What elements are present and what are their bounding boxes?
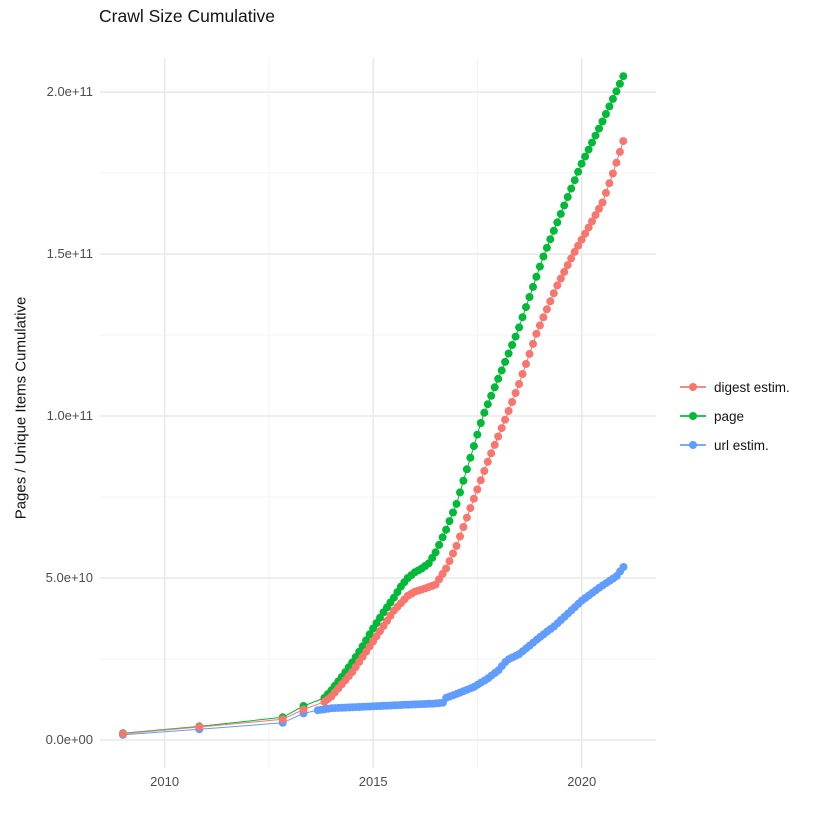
gridlines-major [100, 58, 656, 768]
y-axis-title: Pages / Unique Items Cumulative [12, 296, 30, 520]
x-tick-label: 2010 [150, 774, 180, 789]
legend-item-page: page [680, 407, 790, 425]
legend-key-url-estim-icon [680, 436, 706, 454]
y-tick-label: 1.0e+11 [46, 408, 93, 424]
y-tick-label: 0.0e+00 [45, 732, 93, 747]
x-tick-label: 2020 [567, 774, 597, 789]
legend-key-page-icon [680, 407, 706, 425]
y-tick-label: 2.0e+11 [46, 84, 93, 100]
legend-label-url-estim: url estim. [714, 437, 769, 453]
legend-label-digest-estim: digest estim. [714, 379, 790, 395]
y-tick-label: 1.5e+11 [46, 246, 93, 262]
series-digest-estim [118, 137, 628, 738]
legend: digest estim. page url estim. [680, 378, 790, 454]
legend-key-digest-estim-icon [680, 378, 706, 396]
series-url-estim [118, 563, 628, 739]
legend-item-url-estim: url estim. [680, 436, 790, 454]
y-tick-label: 5.0e+10 [45, 570, 93, 586]
legend-label-page: page [714, 408, 745, 424]
gridlines-minor [100, 58, 656, 768]
x-tick-label: 2015 [358, 774, 388, 789]
legend-item-digest-estim: digest estim. [680, 378, 790, 396]
chart-title: Crawl Size Cumulative [99, 6, 276, 26]
